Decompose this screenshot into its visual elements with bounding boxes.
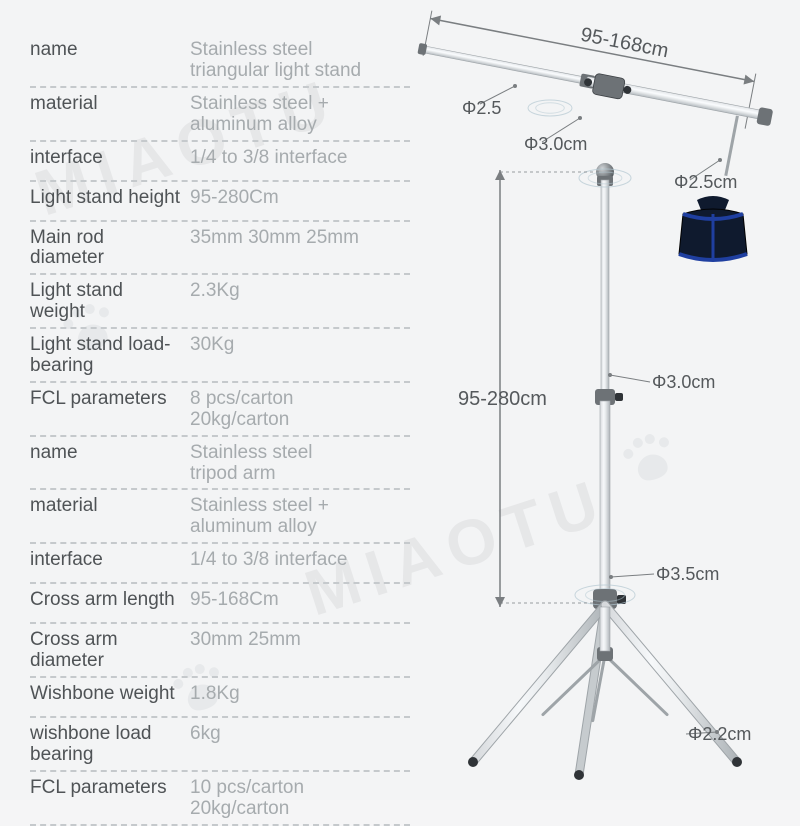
spec-table: nameStainless steel triangular light sta… [30,34,410,826]
spec-row: Cross arm length95-168Cm [30,584,410,624]
ann-boom-mid-dia: Φ3.0cm [524,134,587,155]
ann-stand-dia-lower: Φ3.5cm [656,564,719,585]
spec-row: Cross arm diameter30mm 25mm [30,624,410,678]
ann-leg-dia: Φ2.2cm [688,724,751,745]
spec-label: material [30,496,190,517]
spec-value: Stainless steel tripod arm [190,443,410,485]
spec-row: materialStainless steel + aluminum alloy [30,490,410,544]
diagram-svg [380,0,800,800]
spec-label: Wishbone weight [30,684,190,705]
ann-stand-height: 95-280cm [458,388,547,411]
spec-row: wishbone load bearing6kg [30,718,410,772]
spec-row: FCL parameters8 pcs/carton 20kg/carton [30,383,410,437]
spec-value: Stainless steel + aluminum alloy [190,496,410,538]
spec-label: Light stand load-bearing [30,335,190,377]
spec-label: Cross arm diameter [30,630,190,672]
spec-row: materialStainless steel + aluminum alloy [30,88,410,142]
spec-value: 1.8Kg [190,684,410,705]
spec-row: interface1/4 to 3/8 interface [30,142,410,182]
spec-row: Light stand height95-280Cm [30,182,410,222]
spec-value: 6kg [190,724,410,745]
spec-label: material [30,94,190,115]
product-diagram: 95-168cm Φ2.5 Φ3.0cm Φ2.5cm 95-280cm Φ3.… [380,0,800,800]
spec-row: FCL parameters10 pcs/carton 20kg/carton [30,772,410,826]
spec-row: Light stand weight2.3Kg [30,275,410,329]
spec-value: 30mm 25mm [190,630,410,651]
product-spec-page: MIAOTU MIAOTU nameStainless steel triang… [0,0,800,800]
spec-label: interface [30,550,190,571]
spec-row: Main rod diameter35mm 30mm 25mm [30,222,410,276]
spec-label: Light stand weight [30,281,190,323]
spec-row: Wishbone weight1.8Kg [30,678,410,718]
spec-value: 1/4 to 3/8 interface [190,550,410,571]
spec-row: interface1/4 to 3/8 interface [30,544,410,584]
ann-sandbag-dia: Φ2.5cm [674,172,737,193]
spec-value: Stainless steel triangular light stand [190,40,410,82]
spec-label: FCL parameters [30,389,190,410]
spec-label: wishbone load bearing [30,724,190,766]
spec-value: Stainless steel + aluminum alloy [190,94,410,136]
spec-label: FCL parameters [30,778,190,799]
spec-value: 30Kg [190,335,410,356]
spec-label: name [30,443,190,464]
spec-value: 10 pcs/carton 20kg/carton [190,778,410,820]
spec-label: name [30,40,190,61]
spec-value: 35mm 30mm 25mm [190,228,410,249]
spec-value: 8 pcs/carton 20kg/carton [190,389,410,431]
spec-label: Light stand height [30,188,190,209]
spec-row: Light stand load-bearing30Kg [30,329,410,383]
sandbag-icon [673,196,753,266]
spec-row: nameStainless steel tripod arm [30,437,410,491]
spec-label: interface [30,148,190,169]
spec-value: 95-280Cm [190,188,410,209]
spec-label: Cross arm length [30,590,190,611]
spec-label: Main rod diameter [30,228,190,270]
spec-value: 95-168Cm [190,590,410,611]
ann-boom-top-dia: Φ2.5 [462,98,501,119]
spec-value: 1/4 to 3/8 interface [190,148,410,169]
spec-value: 2.3Kg [190,281,410,302]
spec-row: nameStainless steel triangular light sta… [30,34,410,88]
ann-stand-dia-upper: Φ3.0cm [652,372,715,393]
